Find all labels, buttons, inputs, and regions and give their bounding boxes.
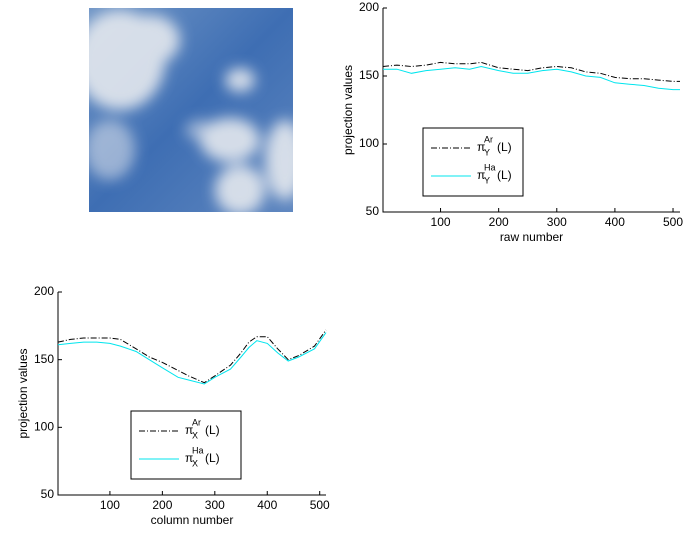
legend-superscript: Ha: [192, 445, 204, 455]
legend-argument: (L): [497, 140, 512, 154]
legend-superscript: Ha: [484, 162, 496, 172]
legend-symbol: π: [185, 423, 193, 437]
y-axis-label: projection values: [341, 65, 355, 155]
x-tick-label: 100: [431, 215, 451, 229]
legend-subscript: X: [192, 430, 198, 440]
legend-argument: (L): [497, 168, 512, 182]
legend-superscript: Ar: [192, 417, 201, 427]
x-tick-label: 400: [257, 498, 277, 512]
series-line: [57, 332, 327, 385]
legend-subscript: Y: [484, 175, 490, 185]
x-axis-label: raw number: [500, 230, 563, 244]
x-tick-label: 300: [547, 215, 567, 229]
y-axis-label: projection values: [16, 348, 30, 438]
y-tick-label: 200: [34, 284, 54, 298]
x-axis-label: column number: [151, 513, 234, 527]
x-tick-label: 500: [663, 215, 683, 229]
x-tick-label: 200: [489, 215, 509, 229]
series-line: [57, 329, 327, 384]
y-tick-label: 100: [359, 136, 379, 150]
legend-box: [422, 127, 524, 197]
legend-symbol: π: [477, 140, 485, 154]
legend-argument: (L): [205, 423, 220, 437]
sky-image: [89, 8, 293, 212]
series-line: [382, 61, 680, 82]
x-tick-label: 500: [310, 498, 330, 512]
series-line: [383, 65, 680, 91]
x-tick-label: 200: [152, 498, 172, 512]
legend-symbol: π: [477, 168, 485, 182]
legend-superscript: Ar: [484, 134, 493, 144]
x-tick-label: 300: [205, 498, 225, 512]
legend-subscript: X: [192, 458, 198, 468]
y-tick-label: 150: [34, 352, 54, 366]
legend-symbol: π: [185, 451, 193, 465]
legend-argument: (L): [205, 451, 220, 465]
x-tick-label: 100: [100, 498, 120, 512]
y-tick-label: 150: [359, 68, 379, 82]
y-tick-label: 50: [366, 204, 380, 218]
y-tick-label: 50: [41, 487, 55, 501]
y-tick-label: 200: [359, 0, 379, 14]
legend-subscript: Y: [484, 147, 490, 157]
x-tick-label: 400: [605, 215, 625, 229]
legend-box: [130, 410, 242, 480]
y-tick-label: 100: [34, 420, 54, 434]
